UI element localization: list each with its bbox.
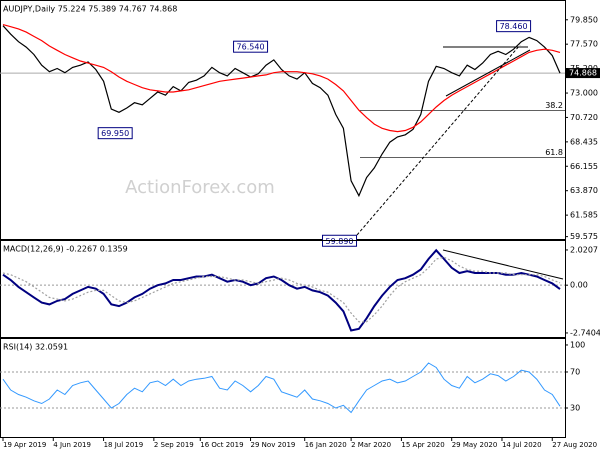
x-tick-label: 4 Jun 2019 bbox=[53, 441, 91, 449]
series-line bbox=[2, 256, 561, 323]
macd-trend-line bbox=[442, 249, 564, 280]
x-tick-label: 16 Jan 2020 bbox=[305, 441, 347, 449]
watermark: ActionForex.com bbox=[125, 177, 275, 198]
last-price-label: 74.868 bbox=[569, 69, 597, 78]
drawing-layer bbox=[356, 44, 564, 280]
annotation-box bbox=[496, 20, 532, 33]
annotation-box bbox=[97, 127, 133, 140]
y-tick-label: 73.000 bbox=[570, 89, 598, 98]
panel-title: AUDJPY,Daily 75.224 75.389 74.767 74.868 bbox=[3, 5, 177, 14]
panel-title: MACD(12,26,9) -0.2267 0.1359 bbox=[3, 245, 128, 254]
triangle-bottom bbox=[445, 49, 531, 97]
annotation-box bbox=[233, 40, 269, 53]
y-tick-label: -2.7404 bbox=[570, 328, 600, 337]
y-tick-label: 79.850 bbox=[570, 15, 598, 24]
annotation-label: 78.460 bbox=[500, 22, 528, 31]
y-tick-label: 100 bbox=[570, 340, 585, 349]
y-tick-label: 0.00 bbox=[570, 281, 588, 290]
x-tick-label: 27 Aug 2020 bbox=[552, 441, 597, 449]
y-tick-label: 2.0207 bbox=[570, 245, 598, 254]
y-tick-label: 77.570 bbox=[570, 40, 598, 49]
x-tick-label: 29 Nov 2019 bbox=[251, 441, 296, 449]
fib-label: 38.2 bbox=[545, 101, 563, 110]
series-line bbox=[2, 248, 561, 332]
series-line bbox=[2, 362, 561, 414]
y-tick-label: 61.585 bbox=[570, 211, 598, 220]
panel-frame bbox=[0, 338, 566, 438]
annotation-label: 76.540 bbox=[237, 43, 265, 52]
y-tick-label: 70.720 bbox=[570, 113, 598, 122]
panel-frame bbox=[0, 0, 566, 240]
x-tick-label: 16 Oct 2019 bbox=[200, 441, 243, 449]
trend-line bbox=[356, 44, 521, 236]
x-tick-label: 29 May 2020 bbox=[452, 441, 498, 449]
x-tick-label: 2 Mar 2020 bbox=[351, 441, 391, 449]
y-tick-label: 59.575 bbox=[570, 232, 598, 241]
series-line bbox=[2, 25, 561, 198]
x-tick-label: 19 Apr 2019 bbox=[3, 441, 46, 449]
x-tick-label: 15 Apr 2020 bbox=[401, 441, 444, 449]
fib-label: 61.8 bbox=[545, 148, 563, 157]
series-line bbox=[2, 24, 561, 133]
annotation-label: 59.890 bbox=[326, 237, 354, 246]
panel-title: RSI(14) 32.0591 bbox=[3, 343, 68, 352]
y-tick-label: 70 bbox=[570, 367, 580, 376]
y-tick-label: 66.155 bbox=[570, 162, 598, 171]
y-tick-label: 30 bbox=[570, 404, 580, 413]
annotation-label: 69.950 bbox=[101, 129, 129, 138]
x-tick-label: 14 Jul 2020 bbox=[502, 441, 542, 449]
y-tick-label: 63.870 bbox=[570, 186, 598, 195]
panel-frame bbox=[0, 240, 566, 338]
x-tick-label: 2 Sep 2019 bbox=[154, 441, 194, 449]
y-tick-label: 68.435 bbox=[570, 137, 598, 146]
x-tick-label: 18 Jul 2019 bbox=[104, 441, 144, 449]
last-price-box bbox=[566, 68, 600, 79]
